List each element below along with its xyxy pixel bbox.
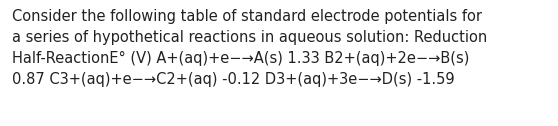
Text: Consider the following table of standard electrode potentials for
a series of hy: Consider the following table of standard… <box>12 9 488 87</box>
